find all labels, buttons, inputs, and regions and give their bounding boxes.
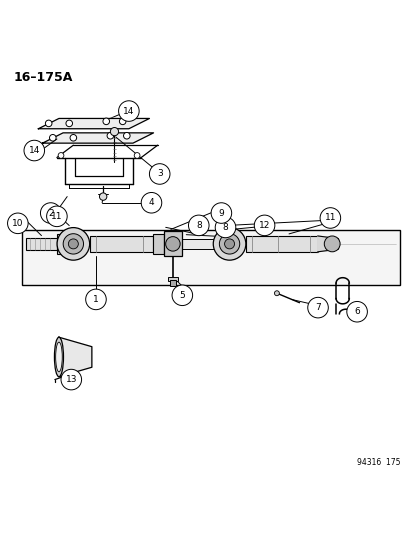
- Polygon shape: [43, 133, 153, 143]
- Text: 14: 14: [123, 107, 134, 116]
- FancyBboxPatch shape: [168, 277, 178, 281]
- Circle shape: [40, 203, 61, 223]
- Circle shape: [68, 239, 78, 249]
- Text: 6: 6: [354, 307, 359, 316]
- Circle shape: [66, 120, 72, 127]
- Text: 94316  175: 94316 175: [356, 458, 399, 467]
- Circle shape: [58, 152, 64, 158]
- Circle shape: [307, 297, 328, 318]
- Polygon shape: [317, 236, 338, 252]
- Circle shape: [188, 215, 209, 236]
- Circle shape: [254, 215, 274, 236]
- Polygon shape: [59, 337, 92, 377]
- Text: 8: 8: [195, 221, 201, 230]
- Circle shape: [213, 228, 245, 260]
- Circle shape: [134, 152, 140, 158]
- Text: 11: 11: [324, 214, 335, 222]
- Circle shape: [219, 233, 239, 254]
- Text: 8: 8: [222, 223, 228, 232]
- Circle shape: [24, 140, 45, 161]
- Circle shape: [141, 192, 161, 213]
- Text: 13: 13: [65, 375, 77, 384]
- Text: 10: 10: [12, 219, 24, 228]
- Circle shape: [50, 134, 56, 141]
- Circle shape: [103, 118, 109, 125]
- Circle shape: [99, 193, 107, 200]
- FancyBboxPatch shape: [90, 236, 153, 252]
- Circle shape: [7, 213, 28, 233]
- Text: 11: 11: [51, 212, 62, 221]
- Circle shape: [215, 217, 235, 238]
- Text: 14: 14: [28, 146, 40, 155]
- Circle shape: [57, 228, 90, 260]
- FancyBboxPatch shape: [182, 239, 216, 249]
- Circle shape: [323, 236, 339, 252]
- Circle shape: [224, 239, 234, 249]
- Ellipse shape: [55, 342, 62, 372]
- FancyBboxPatch shape: [57, 233, 63, 254]
- Circle shape: [107, 132, 114, 139]
- Text: 9: 9: [218, 208, 224, 217]
- Circle shape: [149, 164, 170, 184]
- Circle shape: [274, 291, 279, 296]
- Circle shape: [85, 289, 106, 310]
- Text: 16–175A: 16–175A: [14, 71, 73, 84]
- Text: 4: 4: [148, 198, 154, 207]
- Circle shape: [165, 237, 180, 251]
- FancyBboxPatch shape: [153, 233, 163, 254]
- Circle shape: [123, 132, 130, 139]
- Circle shape: [47, 206, 67, 227]
- Circle shape: [45, 120, 52, 127]
- Text: 1: 1: [93, 295, 99, 304]
- Text: 12: 12: [258, 221, 270, 230]
- Ellipse shape: [54, 337, 63, 377]
- Circle shape: [70, 134, 76, 141]
- Circle shape: [61, 369, 81, 390]
- Circle shape: [63, 233, 83, 254]
- Circle shape: [119, 118, 126, 125]
- Text: 5: 5: [179, 291, 185, 300]
- FancyBboxPatch shape: [163, 231, 182, 256]
- FancyBboxPatch shape: [26, 238, 57, 250]
- Text: 7: 7: [314, 303, 320, 312]
- Text: 2: 2: [48, 208, 53, 217]
- Circle shape: [346, 302, 366, 322]
- FancyBboxPatch shape: [245, 236, 317, 252]
- Polygon shape: [38, 118, 149, 129]
- Circle shape: [172, 285, 192, 305]
- Circle shape: [211, 203, 231, 223]
- FancyBboxPatch shape: [169, 280, 176, 286]
- Text: 3: 3: [157, 169, 162, 179]
- Circle shape: [110, 127, 118, 136]
- Circle shape: [319, 208, 340, 228]
- Circle shape: [118, 101, 139, 122]
- FancyBboxPatch shape: [22, 230, 399, 285]
